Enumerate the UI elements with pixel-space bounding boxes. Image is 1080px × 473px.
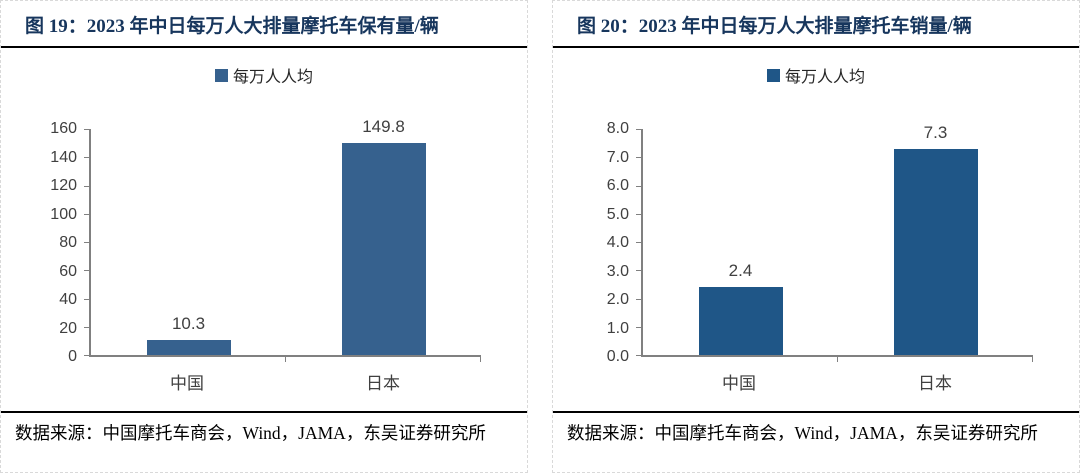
figure-20-panel: 图 20：2023 年中日每万人大排量摩托车销量/辆 每万人人均 8.0 7.0 6… (552, 0, 1080, 473)
y-tick-label: 80 (59, 234, 77, 251)
figure-19-panel: 图 19：2023 年中日每万人大排量摩托车保有量/辆 每万人人均 160 140… (0, 0, 528, 473)
figure-19-chart: 每万人人均 160 140 120 100 80 60 40 20 0 10.3 149.8 中国… (1, 48, 527, 411)
legend-label: 每万人人均 (784, 69, 865, 86)
y-axis-labels: 160 140 120 100 80 60 40 20 0 (1, 121, 89, 365)
y-tick-label: 20 (59, 319, 77, 337)
x-tick-mark (837, 357, 838, 362)
y-tick-label: 160 (50, 120, 77, 137)
y-tick-mark (636, 270, 641, 272)
chart-legend: 每万人人均 (553, 65, 1079, 86)
x-axis-labels: 中国 日本 (641, 369, 1033, 394)
y-tick-label: 100 (50, 205, 77, 223)
y-tick-label: 8.0 (606, 120, 629, 137)
figure-20-title: 图 20：2023 年中日每万人大排量摩托车销量/辆 (553, 1, 1079, 48)
bar-日本 (341, 143, 426, 355)
x-tick-mark (285, 357, 286, 362)
figure-19-title: 图 19：2023 年中日每万人大排量摩托车保有量/辆 (1, 1, 527, 48)
legend-swatch-icon (214, 68, 228, 82)
bar-中国 (146, 340, 231, 355)
y-tick-mark (84, 270, 89, 272)
y-tick-label: 40 (59, 291, 77, 308)
y-tick-mark (84, 129, 89, 130)
y-tick-label: 0.0 (606, 348, 629, 365)
y-tick-label: 2.0 (606, 291, 629, 308)
y-axis-labels: 8.0 7.0 6.0 5.0 4.0 3.0 2.0 1.0 0.0 (553, 121, 641, 365)
figure-19-source: 数据来源：中国摩托车商会，Wind，JAMA，东吴证券研究所 (1, 411, 527, 472)
bar-value-label: 2.4 (728, 261, 753, 281)
bar-value-label: 149.8 (362, 117, 405, 137)
bar-value-label: 7.3 (923, 122, 948, 142)
category-label-日本: 日本 (918, 374, 952, 393)
category-label-日本: 日本 (366, 374, 400, 393)
y-tick-label: 7.0 (606, 148, 629, 166)
y-tick-mark (84, 242, 89, 243)
y-tick-label: 0 (68, 348, 77, 365)
legend-label: 每万人人均 (232, 69, 313, 86)
y-tick-mark (636, 355, 641, 356)
category-label-中国: 中国 (170, 374, 204, 393)
y-tick-mark (636, 213, 641, 215)
bar-value-label: 10.3 (171, 314, 206, 334)
y-tick-label: 1.0 (606, 319, 629, 337)
y-tick-label: 120 (50, 177, 77, 194)
x-tick-mark (480, 357, 481, 362)
y-tick-mark (636, 129, 641, 130)
y-tick-mark (84, 185, 89, 187)
x-tick-mark (1032, 357, 1033, 362)
y-tick-mark (84, 355, 89, 356)
chart-legend: 每万人人均 (1, 65, 527, 86)
y-tick-mark (84, 157, 89, 159)
y-tick-label: 4.0 (606, 234, 629, 251)
chart-body: 160 140 120 100 80 60 40 20 0 10.3 149.8 中国 日本 (1, 118, 527, 394)
y-tick-mark (84, 326, 89, 328)
legend-swatch-icon (766, 68, 780, 82)
figure-20-chart: 每万人人均 8.0 7.0 6.0 5.0 4.0 3.0 2.0 1.0 0.0 2.4 7.3… (553, 48, 1079, 411)
chart-body: 8.0 7.0 6.0 5.0 4.0 3.0 2.0 1.0 0.0 2.4 7.3 中国 日本 (553, 121, 1079, 394)
y-tick-mark (636, 185, 641, 187)
plot-wrap: 2.4 7.3 中国 日本 (636, 124, 1033, 394)
y-tick-mark (84, 213, 89, 215)
bar-中国 (698, 287, 783, 355)
y-tick-mark (636, 326, 641, 328)
y-tick-mark (636, 157, 641, 159)
bar-日本 (893, 148, 978, 355)
category-label-中国: 中国 (722, 374, 756, 393)
plot-wrap: 10.3 149.8 中国 日本 (84, 118, 481, 394)
figure-20-source: 数据来源：中国摩托车商会，Wind，JAMA，东吴证券研究所 (553, 411, 1079, 472)
plot-area: 10.3 149.8 (84, 118, 481, 362)
y-tick-label: 140 (50, 148, 77, 166)
y-tick-label: 6.0 (606, 177, 629, 194)
y-tick-label: 5.0 (606, 205, 629, 223)
y-tick-mark (636, 242, 641, 243)
y-tick-mark (84, 298, 89, 300)
x-axis-labels: 中国 日本 (89, 369, 481, 394)
y-tick-mark (636, 298, 641, 300)
plot-area: 2.4 7.3 (636, 124, 1033, 362)
y-tick-label: 3.0 (606, 262, 629, 280)
y-tick-label: 60 (59, 262, 77, 280)
